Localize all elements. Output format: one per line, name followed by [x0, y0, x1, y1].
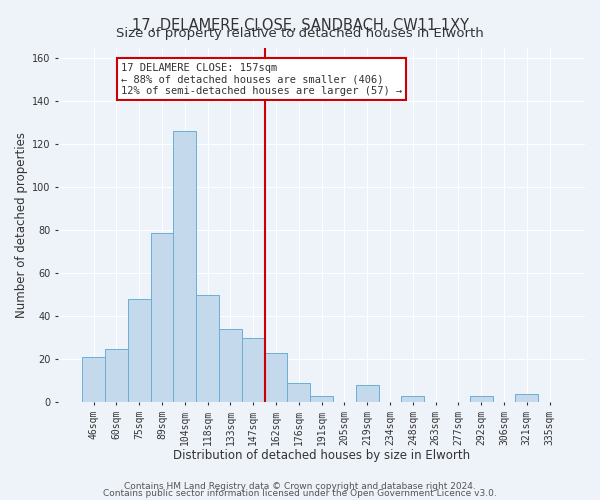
- Text: Contains HM Land Registry data © Crown copyright and database right 2024.: Contains HM Land Registry data © Crown c…: [124, 482, 476, 491]
- Bar: [128, 299, 151, 403]
- X-axis label: Distribution of detached houses by size in Elworth: Distribution of detached houses by size …: [173, 450, 470, 462]
- Bar: [401, 396, 424, 402]
- Text: Contains public sector information licensed under the Open Government Licence v3: Contains public sector information licen…: [103, 490, 497, 498]
- Bar: [196, 295, 219, 403]
- Bar: [310, 396, 333, 402]
- Text: 17 DELAMERE CLOSE: 157sqm
← 88% of detached houses are smaller (406)
12% of semi: 17 DELAMERE CLOSE: 157sqm ← 88% of detac…: [121, 62, 402, 96]
- Bar: [515, 394, 538, 402]
- Bar: [242, 338, 265, 402]
- Bar: [287, 383, 310, 402]
- Y-axis label: Number of detached properties: Number of detached properties: [15, 132, 28, 318]
- Bar: [82, 358, 105, 403]
- Bar: [173, 132, 196, 402]
- Text: Size of property relative to detached houses in Elworth: Size of property relative to detached ho…: [116, 28, 484, 40]
- Bar: [219, 330, 242, 402]
- Bar: [151, 232, 173, 402]
- Bar: [356, 385, 379, 402]
- Bar: [265, 353, 287, 403]
- Bar: [470, 396, 493, 402]
- Bar: [105, 348, 128, 403]
- Text: 17, DELAMERE CLOSE, SANDBACH, CW11 1XY: 17, DELAMERE CLOSE, SANDBACH, CW11 1XY: [131, 18, 469, 32]
